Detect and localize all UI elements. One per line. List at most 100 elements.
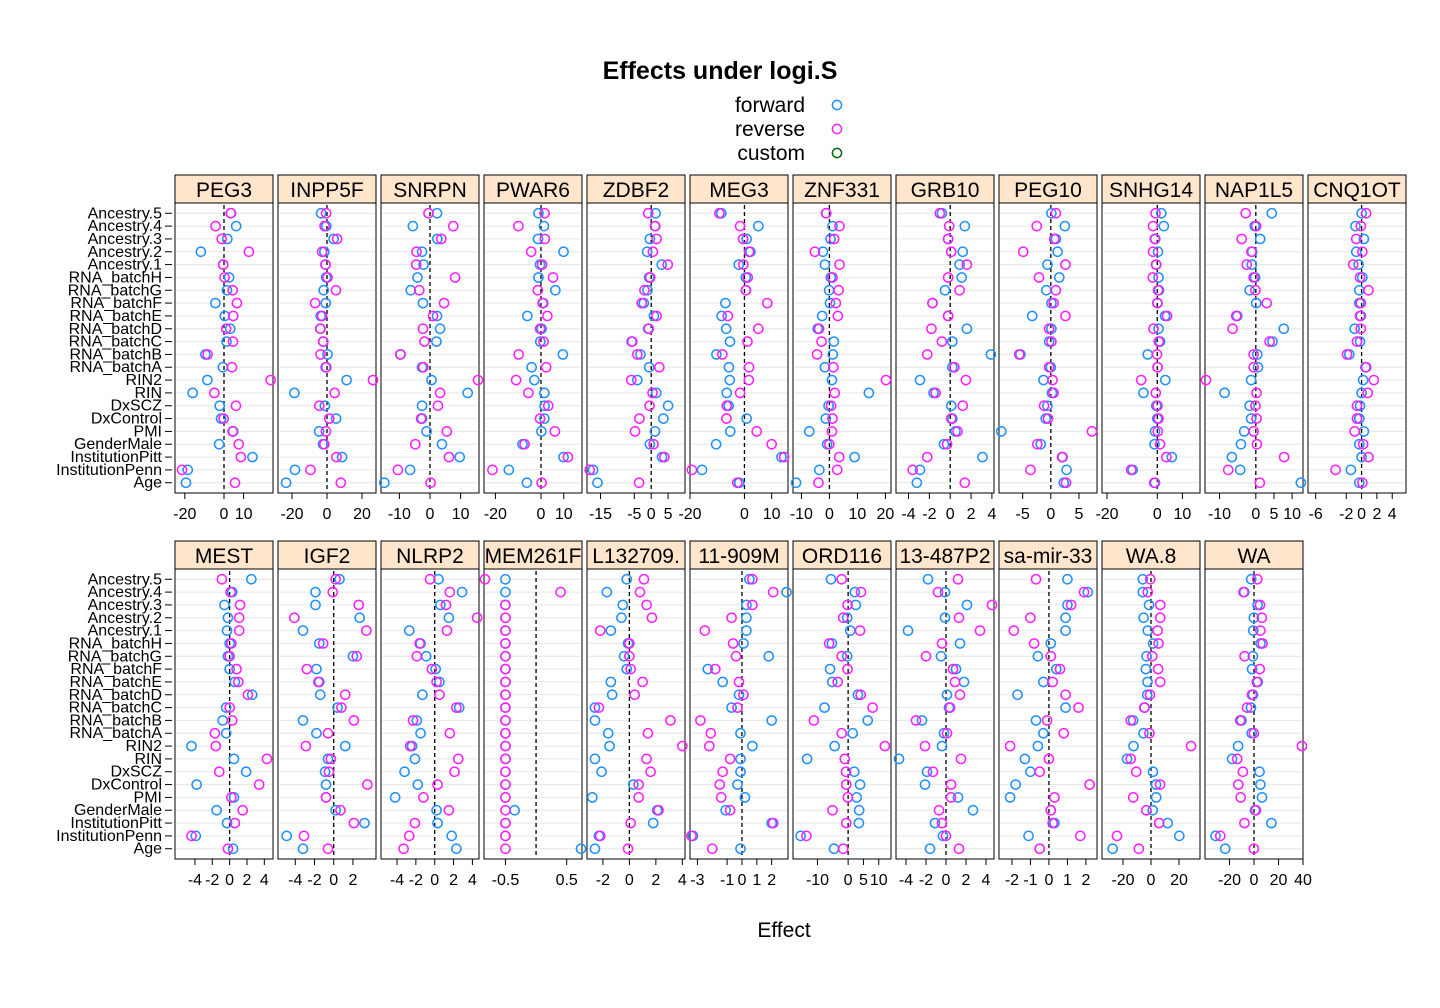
x-tick-label: 5 xyxy=(1270,506,1279,523)
point-reverse xyxy=(945,246,957,258)
point-reverse xyxy=(232,676,244,688)
point-reverse xyxy=(449,272,461,283)
point-reverse xyxy=(936,336,948,347)
point-reverse xyxy=(513,349,524,360)
point-forward xyxy=(462,387,474,399)
x-tick-label: 20 xyxy=(353,506,371,523)
point-reverse xyxy=(1239,650,1250,662)
point-reverse xyxy=(348,817,360,829)
point-reverse xyxy=(1237,766,1249,778)
point-forward xyxy=(443,612,455,624)
point-reverse xyxy=(633,779,644,790)
point-forward xyxy=(1153,323,1164,335)
point-forward xyxy=(330,413,342,424)
point-reverse xyxy=(226,361,238,373)
point-forward xyxy=(310,586,321,598)
row-label: GenderMale xyxy=(74,436,162,453)
point-reverse xyxy=(1240,207,1252,219)
point-reverse xyxy=(837,843,849,855)
x-tick-label: -4 xyxy=(288,872,302,889)
point-forward xyxy=(219,310,231,322)
point-reverse xyxy=(1368,374,1380,386)
point-reverse xyxy=(231,297,243,309)
point-forward xyxy=(1052,246,1063,258)
point-reverse xyxy=(418,792,429,803)
point-reverse xyxy=(743,374,755,386)
point-reverse xyxy=(1248,843,1260,855)
point-forward xyxy=(1032,650,1044,662)
panel-strip-label: sa-mir-33 xyxy=(1004,545,1093,568)
point-forward xyxy=(1138,387,1149,399)
point-forward xyxy=(456,586,468,598)
panel-snhg14: SNHG14 -20 0 10 xyxy=(1095,174,1201,523)
point-forward xyxy=(211,804,222,816)
point-forward xyxy=(939,586,951,598)
point-reverse xyxy=(449,766,460,778)
point-reverse xyxy=(1047,676,1058,688)
point-reverse xyxy=(330,573,341,585)
point-reverse xyxy=(434,387,446,399)
point-forward xyxy=(911,477,923,489)
point-forward xyxy=(220,702,232,713)
row-label: PMI xyxy=(134,789,162,806)
point-forward xyxy=(416,400,428,412)
row-label: Ancestry.3 xyxy=(88,597,163,614)
point-forward xyxy=(954,259,965,270)
point-reverse xyxy=(1250,804,1262,816)
point-reverse xyxy=(1150,387,1162,399)
point-forward xyxy=(421,426,432,437)
panel-strip xyxy=(792,540,892,570)
row-label: RNA_batchA xyxy=(70,359,163,376)
point-forward xyxy=(893,753,905,765)
panel-frame xyxy=(998,568,1098,860)
point-reverse xyxy=(1140,804,1152,816)
point-reverse xyxy=(1357,438,1369,450)
point-reverse xyxy=(265,374,276,386)
point-forward xyxy=(914,374,926,386)
x-tick-label: -20 xyxy=(1095,506,1118,523)
point-reverse xyxy=(233,625,245,636)
point-reverse xyxy=(1147,220,1159,232)
x-tick-label: 10 xyxy=(555,506,573,523)
point-reverse xyxy=(945,413,957,424)
point-forward xyxy=(533,272,544,283)
panel-nap1l5: NAP1L5 -10 0 5 10 xyxy=(1200,174,1307,523)
x-axis-label: Effect xyxy=(757,919,810,942)
point-reverse xyxy=(778,451,790,463)
x-tick-label: 0 xyxy=(1044,872,1053,889)
x-tick-label: 10 xyxy=(763,506,781,523)
panel-frame xyxy=(483,202,583,494)
point-reverse xyxy=(1111,830,1123,842)
point-reverse xyxy=(651,233,662,245)
panel-frame xyxy=(174,568,274,860)
x-tick-label: 20 xyxy=(1270,872,1288,889)
point-forward xyxy=(592,477,603,489)
point-reverse xyxy=(451,702,462,713)
point-reverse xyxy=(1043,361,1055,373)
point-reverse xyxy=(820,207,832,219)
point-reverse xyxy=(1248,727,1260,739)
panel-strip-label: MEST xyxy=(195,545,254,568)
point-reverse xyxy=(824,438,835,450)
x-tick-label: -5 xyxy=(627,506,641,523)
row-label: DxControl xyxy=(91,777,162,794)
point-reverse xyxy=(1241,702,1253,713)
point-reverse xyxy=(547,272,559,283)
point-reverse xyxy=(1045,650,1057,662)
point-forward xyxy=(1210,830,1221,842)
point-reverse xyxy=(732,477,743,489)
panel-strip-label: CNQ1OT xyxy=(1313,179,1401,202)
row-label: RNA_batchG xyxy=(68,282,162,299)
point-reverse xyxy=(227,336,239,347)
point-reverse xyxy=(1144,689,1156,701)
point-reverse xyxy=(424,573,436,585)
point-reverse xyxy=(1264,336,1275,347)
point-forward xyxy=(1234,464,1246,476)
point-forward xyxy=(339,740,351,752)
point-reverse xyxy=(317,336,329,347)
point-reverse xyxy=(880,374,892,386)
x-tick-label: -10 xyxy=(790,506,813,523)
point-reverse xyxy=(1239,817,1250,829)
point-reverse xyxy=(624,638,635,649)
point-forward xyxy=(1061,464,1072,476)
